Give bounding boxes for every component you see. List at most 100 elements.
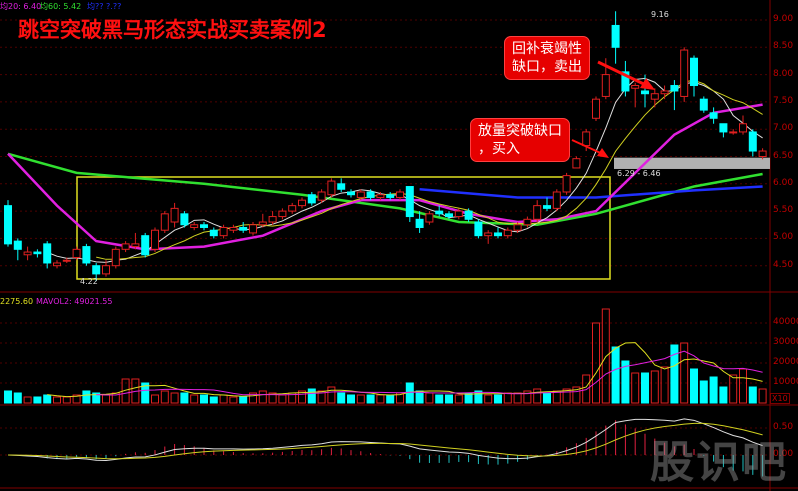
candle-body	[180, 213, 189, 226]
mavol2-line	[96, 350, 763, 396]
volume-bar	[601, 308, 610, 404]
volume-bar	[670, 344, 679, 404]
volume-bar	[337, 392, 346, 404]
volume-bar	[739, 368, 747, 404]
candle-body	[641, 90, 649, 95]
axis-tick-label: 6.50	[773, 150, 794, 161]
volume-bar	[92, 392, 101, 404]
axis-tick-label: 40000	[773, 317, 798, 327]
candle-body	[523, 218, 532, 226]
candle-body	[219, 226, 228, 237]
volume-bar	[278, 394, 287, 404]
volume-bar	[543, 392, 551, 404]
candle-body	[23, 251, 32, 256]
volume-bar	[729, 374, 738, 404]
volume-bar	[258, 390, 267, 404]
volume-bar	[53, 396, 61, 404]
volume-bar	[23, 396, 32, 404]
candle-body	[4, 205, 12, 245]
candle-body	[102, 265, 110, 275]
volume-bar	[386, 394, 395, 404]
candle-body	[621, 71, 630, 92]
buy-callout-line2: ，买入	[478, 141, 520, 157]
watermark: 股识吧	[650, 437, 788, 488]
blue-ma-legend: 均?? ?.??	[87, 2, 122, 11]
volume-bar	[611, 346, 620, 404]
candle-body	[699, 98, 708, 111]
volume-bar	[474, 390, 483, 404]
volume-bar	[650, 370, 659, 404]
consolidation-box	[76, 176, 611, 280]
candle-body	[680, 49, 689, 97]
volume-bar	[180, 392, 189, 404]
candle-body	[209, 229, 218, 237]
volume-bar	[160, 390, 169, 404]
volume-bar	[43, 394, 52, 404]
volume-bar	[239, 396, 248, 404]
axis-tick-label: 0.00	[773, 449, 794, 459]
volume-bar	[229, 396, 238, 404]
candle-body	[670, 85, 679, 92]
volume-bar	[503, 392, 512, 404]
gap-label: 6.29 - 6.46	[617, 169, 661, 178]
candle-body	[258, 221, 267, 226]
candle-body	[92, 265, 101, 275]
candle-body	[758, 150, 767, 157]
candle-body	[582, 131, 591, 147]
volume-bar	[102, 394, 110, 404]
candle-body	[474, 221, 483, 237]
axis-tick-label: 5.00	[773, 232, 794, 243]
ma5-line	[47, 77, 763, 263]
volume-bar	[82, 390, 91, 404]
low-label: 4.22	[80, 277, 98, 286]
volume-bar	[425, 392, 434, 404]
ma60-legend: 均60: 5.42	[40, 2, 82, 11]
candle-body	[494, 232, 502, 237]
candle-body	[729, 131, 738, 134]
volume-bar	[376, 394, 385, 404]
candle-body	[82, 246, 91, 264]
candle-body	[33, 251, 42, 255]
candle-body	[572, 158, 581, 169]
candle-body	[327, 180, 336, 196]
axis-tick-label: 7.50	[773, 95, 794, 106]
candle-body	[631, 85, 640, 89]
volume-bar	[327, 386, 336, 404]
mavol2-legend: MAVOL2: 49021.55	[36, 297, 113, 306]
candle-body	[435, 210, 444, 215]
candle-body	[513, 224, 522, 231]
volume-bar	[719, 386, 728, 404]
candle-body	[396, 191, 404, 198]
candle-body	[660, 90, 669, 95]
axis-tick-label: 8.50	[773, 41, 794, 52]
candle-body	[141, 235, 150, 256]
volume-bar	[533, 388, 542, 404]
candle-body	[562, 175, 571, 193]
volume-bar	[445, 394, 453, 404]
volume-bar	[151, 394, 159, 404]
candle-body	[405, 186, 414, 218]
chart-title: 跳空突破黑马形态实战买卖案例2	[18, 18, 327, 42]
volume-bar	[758, 388, 767, 404]
candle-body	[464, 210, 473, 220]
candle-body	[111, 248, 120, 267]
sell-callout-line2: 缺口，卖出	[512, 59, 582, 75]
volume-bar	[62, 396, 71, 404]
candle-body	[13, 240, 22, 250]
candle-body	[748, 131, 757, 152]
candle-body	[347, 191, 355, 196]
volume-bar	[680, 342, 689, 404]
candle-body	[239, 226, 248, 231]
volume-bar	[641, 372, 649, 404]
candle-body	[533, 205, 542, 220]
candle-body	[484, 232, 493, 237]
axis-tick-label: 7.00	[773, 123, 794, 134]
candle-body	[307, 194, 316, 204]
volume-bar	[621, 360, 630, 404]
blue-ma-line	[419, 185, 763, 199]
volume-bar	[631, 372, 640, 404]
candle-body	[719, 123, 728, 133]
sell-callout-line1: 回补衰竭性	[512, 41, 582, 57]
volume-bar	[572, 386, 581, 404]
candle-body	[592, 98, 600, 119]
